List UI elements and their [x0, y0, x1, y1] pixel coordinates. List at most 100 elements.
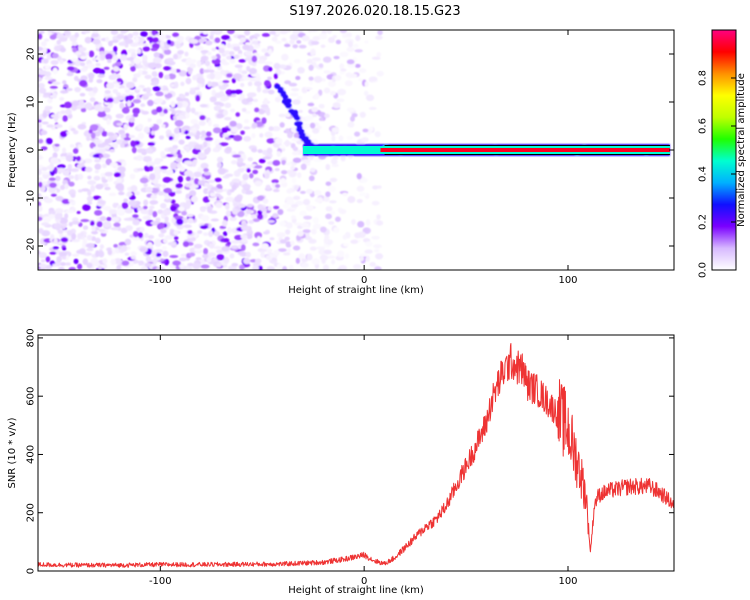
noise-blob: [228, 265, 237, 270]
noise-blob: [164, 195, 170, 200]
noise-blob: [137, 64, 143, 69]
noise-blob: [285, 170, 295, 175]
noise-blob: [174, 119, 184, 127]
noise-blob: [163, 187, 173, 194]
noise-blob: [207, 51, 212, 56]
noise-blob: [346, 135, 353, 141]
noise-blob: [247, 92, 257, 98]
noise-blob: [106, 97, 114, 103]
noise-blob: [183, 224, 192, 229]
noise-blob: [244, 56, 253, 62]
noise-blob: [235, 112, 241, 117]
noise-blob: [189, 190, 197, 197]
noise-blob: [125, 225, 133, 231]
noise-blob: [205, 40, 213, 46]
colorbar-tick-label: 0.2: [698, 214, 709, 230]
noise-blob: [330, 210, 336, 216]
x-tick-label: 0: [361, 275, 367, 286]
noise-blob: [206, 146, 211, 153]
noise-blob: [340, 154, 346, 162]
noise-blob: [203, 168, 209, 172]
noise-blob: [213, 72, 223, 80]
noise-blob: [311, 228, 317, 235]
snr-background: [38, 335, 674, 571]
noise-blob: [288, 82, 298, 87]
noise-blob: [147, 99, 154, 107]
noise-blob: [183, 203, 191, 210]
noise-blob: [323, 249, 332, 255]
y-tick-label: 0: [26, 147, 37, 153]
noise-blob: [84, 130, 90, 137]
noise-blob: [44, 38, 50, 42]
noise-blob: [87, 180, 97, 185]
noise-blob: [303, 198, 311, 206]
noise-blob: [329, 90, 336, 96]
noise-blob: [89, 124, 99, 131]
noise-blob: [142, 54, 148, 61]
noise-blob: [173, 127, 180, 134]
snr-axes: -100 0 100 0 200 400 600 800: [26, 328, 674, 587]
noise-blob: [199, 225, 209, 229]
x-tick-label: 100: [558, 576, 577, 587]
noise-blob: [222, 109, 228, 116]
noise-blob: [82, 258, 89, 265]
noise-blob: [105, 53, 113, 60]
noise-blob: [92, 195, 102, 200]
noise-blob: [222, 80, 230, 84]
noise-blob: [182, 241, 190, 247]
noise-blob: [274, 168, 280, 172]
noise-blob: [152, 57, 162, 64]
noise-blob: [172, 32, 180, 38]
noise-blob: [82, 238, 88, 246]
noise-blob: [180, 81, 185, 87]
noise-blob: [286, 188, 293, 194]
noise-blob: [50, 157, 59, 164]
noise-blob: [368, 76, 378, 82]
noise-blob: [285, 112, 291, 118]
noise-blob: [293, 222, 303, 226]
noise-blob: [261, 117, 267, 124]
noise-blob: [295, 257, 300, 264]
noise-blob: [318, 63, 324, 68]
noise-blob: [102, 163, 107, 169]
noise-blob: [286, 248, 292, 253]
noise-blob: [111, 39, 119, 43]
noise-blob: [269, 30, 277, 35]
noise-blob: [102, 221, 112, 228]
noise-blob: [150, 130, 156, 136]
noise-blob: [265, 255, 271, 260]
noise-blob: [65, 209, 75, 214]
noise-blob: [175, 115, 185, 120]
noise-blob: [92, 86, 98, 94]
noise-blob: [58, 112, 63, 119]
noise-blob: [96, 79, 103, 84]
noise-blob: [329, 200, 337, 204]
noise-blob: [111, 216, 120, 222]
noise-blob: [261, 33, 271, 37]
noise-blob: [173, 229, 179, 236]
noise-blob: [81, 188, 90, 192]
noise-blob: [61, 255, 67, 260]
noise-blob: [170, 101, 176, 108]
noise-blob: [126, 91, 135, 96]
noise-blob: [49, 85, 58, 89]
noise-blob: [212, 124, 220, 128]
noise-blob: [254, 81, 262, 87]
noise-blob: [259, 133, 264, 138]
noise-blob: [258, 158, 266, 164]
noise-blob: [115, 92, 122, 97]
noise-blob: [210, 81, 217, 88]
noise-blob: [157, 191, 164, 196]
noise-blob: [65, 262, 71, 266]
noise-blob: [210, 186, 219, 191]
noise-blob: [285, 241, 292, 248]
noise-blob: [281, 37, 287, 42]
noise-blob: [173, 115, 178, 121]
noise-blob: [60, 156, 67, 160]
noise-blob: [52, 81, 61, 86]
noise-blob: [192, 147, 201, 155]
noise-blob: [185, 111, 190, 119]
noise-blob: [275, 30, 280, 36]
noise-blob: [338, 135, 344, 142]
noise-blob: [85, 87, 94, 92]
